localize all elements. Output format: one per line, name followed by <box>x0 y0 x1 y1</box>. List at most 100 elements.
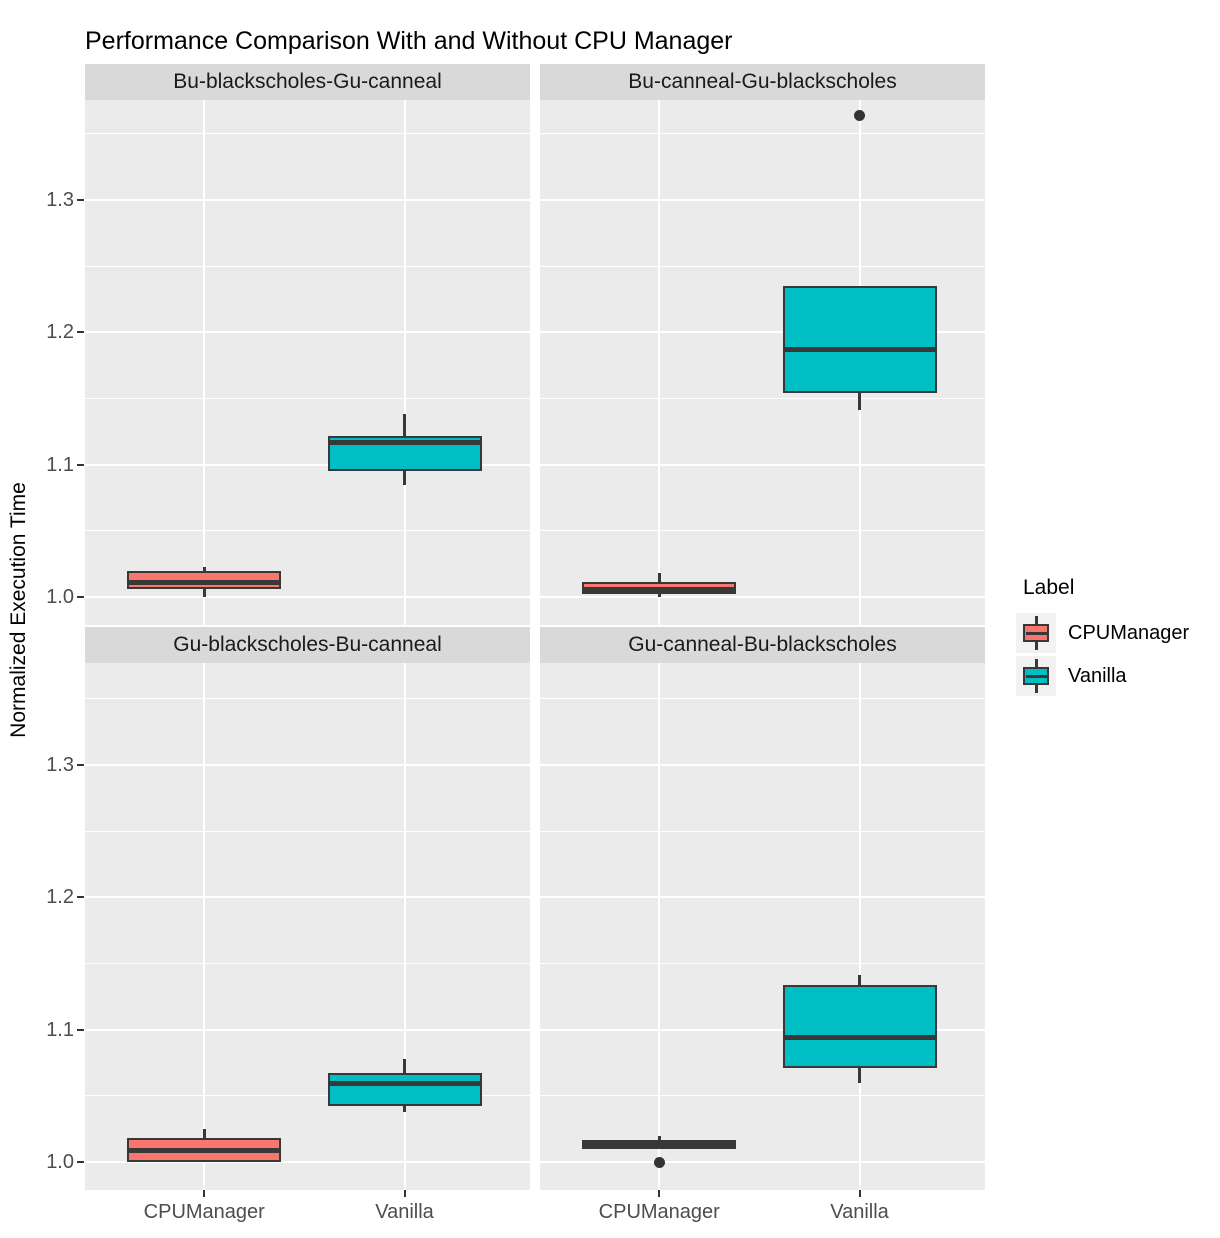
y-tick-mark <box>77 199 84 202</box>
y-tick-label: 1.0 <box>46 586 74 608</box>
minor-gridline <box>540 1095 985 1097</box>
major-gridline <box>85 596 530 598</box>
lower-whisker <box>858 1068 861 1083</box>
median-line <box>327 1081 482 1087</box>
y-tick-mark <box>77 1161 84 1163</box>
major-gridline <box>85 1028 530 1031</box>
y-tick-mark <box>77 764 84 767</box>
lower-whisker <box>202 589 206 597</box>
legend-title: Label <box>1023 576 1075 599</box>
vertical-gridline <box>658 663 661 1190</box>
major-gridline <box>540 199 985 202</box>
minor-gridline <box>540 963 985 965</box>
facet-panel-top-right <box>540 100 985 625</box>
vertical-gridline <box>858 663 861 1190</box>
outlier-point <box>854 109 865 121</box>
lower-whisker <box>403 471 406 485</box>
x-tick-mark <box>858 1190 861 1197</box>
upper-whisker <box>403 414 406 436</box>
major-gridline <box>85 1161 530 1163</box>
facet-panel-bottom-left <box>85 663 530 1190</box>
upper-whisker <box>657 1135 661 1140</box>
major-gridline <box>540 896 985 899</box>
y-tick-mark <box>77 331 84 334</box>
minor-gridline <box>540 530 985 532</box>
minor-gridline <box>540 698 985 700</box>
median-line <box>782 1035 937 1041</box>
y-tick-label: 1.0 <box>46 1151 74 1173</box>
boxplot-box-vanilla <box>782 984 937 1069</box>
vertical-gridline <box>658 100 661 625</box>
vertical-gridline <box>203 663 206 1190</box>
boxplot-key-icon <box>1016 656 1056 696</box>
y-tick-mark <box>77 896 84 899</box>
boxplot-key-icon <box>1016 613 1056 653</box>
minor-gridline <box>540 133 985 135</box>
minor-gridline <box>85 963 530 965</box>
minor-gridline <box>85 698 530 700</box>
x-tick-label: Vanilla <box>375 1201 434 1223</box>
x-tick-label: CPUManager <box>143 1201 265 1223</box>
vertical-gridline <box>403 100 406 625</box>
minor-gridline <box>540 265 985 267</box>
x-tick-mark <box>203 1190 206 1197</box>
x-tick-label: Vanilla <box>830 1201 889 1223</box>
y-axis-title: Normalized Execution Time <box>7 482 30 738</box>
upper-whisker <box>202 1128 206 1139</box>
major-gridline <box>540 463 985 466</box>
minor-gridline <box>85 1095 530 1097</box>
minor-gridline <box>540 830 985 832</box>
median-line <box>327 439 482 445</box>
upper-whisker <box>858 975 861 985</box>
y-tick-mark <box>77 596 84 598</box>
lower-whisker <box>403 1106 406 1112</box>
legend-label: Vanilla <box>1068 664 1127 687</box>
minor-gridline <box>85 830 530 832</box>
vertical-gridline <box>203 100 206 625</box>
upper-whisker <box>403 1058 406 1074</box>
minor-gridline <box>85 265 530 267</box>
minor-gridline <box>85 133 530 135</box>
key-median-line <box>1025 631 1047 635</box>
y-tick-mark <box>77 463 84 466</box>
legend-item-cpumanager: CPUManager <box>1016 613 1189 653</box>
y-tick-label: 1.2 <box>46 321 74 344</box>
median-line <box>127 1147 282 1153</box>
median-line <box>582 586 737 592</box>
outlier-point <box>653 1156 665 1168</box>
lower-whisker <box>858 393 861 411</box>
minor-gridline <box>85 530 530 532</box>
lower-whisker <box>657 594 661 597</box>
upper-whisker <box>202 566 206 571</box>
y-tick-label: 1.2 <box>46 886 74 909</box>
major-gridline <box>540 596 985 598</box>
y-tick-mark <box>77 1028 84 1031</box>
minor-gridline <box>85 398 530 400</box>
y-tick-label: 1.1 <box>46 453 74 476</box>
major-gridline <box>85 331 530 334</box>
x-tick-mark <box>403 1190 406 1197</box>
median-line <box>782 347 937 353</box>
major-gridline <box>85 463 530 466</box>
legend: Label CPUManager Vanilla <box>1016 576 1189 699</box>
facet-strip-bottom-left: Gu-blackscholes-Bu-canneal <box>85 627 530 663</box>
major-gridline <box>540 1161 985 1163</box>
median-line <box>127 579 282 585</box>
facet-strip-top-right: Bu-canneal-Gu-blackscholes <box>540 64 985 100</box>
boxplot-box-vanilla <box>327 1073 482 1107</box>
chart-title: Performance Comparison With and Without … <box>85 27 733 55</box>
y-tick-label: 1.1 <box>46 1018 74 1041</box>
minor-gridline <box>540 398 985 400</box>
x-tick-mark <box>658 1190 661 1197</box>
key-median-line <box>1025 674 1047 678</box>
facet-strip-label: Gu-canneal-Bu-blackscholes <box>628 633 897 656</box>
facet-strip-label: Gu-blackscholes-Bu-canneal <box>173 633 442 656</box>
major-gridline <box>85 764 530 767</box>
upper-whisker <box>657 573 661 583</box>
facet-strip-label: Bu-blackscholes-Gu-canneal <box>173 70 442 93</box>
facet-panel-top-left <box>85 100 530 625</box>
y-tick-label: 1.3 <box>46 189 74 212</box>
facet-strip-label: Bu-canneal-Gu-blackscholes <box>628 70 897 93</box>
x-tick-label: CPUManager <box>598 1201 720 1223</box>
facet-strip-top-left: Bu-blackscholes-Gu-canneal <box>85 64 530 100</box>
